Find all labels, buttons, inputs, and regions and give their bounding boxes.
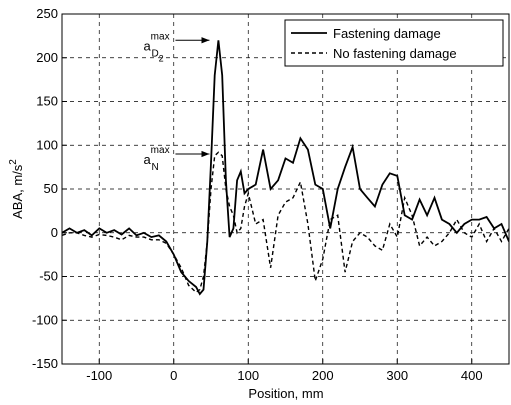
y-tick-label: 0 — [51, 225, 58, 240]
data-line — [62, 151, 509, 294]
annotation: amax D2 — [143, 31, 169, 63]
annotation-sub: N — [151, 162, 158, 173]
x-tick-label: 300 — [386, 368, 408, 383]
annotation-subsub: 2 — [159, 53, 164, 63]
y-tick-label: 200 — [36, 50, 58, 65]
y-tick-label: 50 — [44, 181, 58, 196]
y-tick-label: -150 — [32, 356, 58, 371]
y-axis-label-sup: 2 — [8, 159, 19, 165]
y-tick-label: 100 — [36, 137, 58, 152]
annotation-base: a — [143, 38, 151, 53]
y-tick-label: -50 — [39, 269, 58, 284]
y-axis-label: ABA, m/s2 — [8, 159, 25, 219]
data-line — [62, 40, 509, 296]
x-tick-label: -100 — [86, 368, 112, 383]
x-axis-label: Position, mm — [248, 386, 323, 401]
annotation-sub: D — [151, 48, 158, 59]
y-axis-label-text: ABA, m/s — [10, 164, 25, 219]
plot-frame — [61, 13, 510, 365]
x-tick-label: 400 — [461, 368, 483, 383]
legend-label: No fastening damage — [333, 46, 457, 61]
x-tick-label: 0 — [170, 368, 177, 383]
annotation-sup: max — [151, 31, 170, 42]
y-tick-label: 250 — [36, 6, 58, 21]
annotation-sup: max — [151, 145, 170, 156]
legend-label: Fastening damage — [333, 26, 441, 41]
legend-box — [284, 19, 504, 67]
x-tick-label: 200 — [312, 368, 334, 383]
y-tick-label: 150 — [36, 94, 58, 109]
annotation-base: a — [143, 152, 151, 167]
annotation: amax N — [143, 145, 169, 173]
y-tick-label: -100 — [32, 312, 58, 327]
x-tick-label: 100 — [237, 368, 259, 383]
